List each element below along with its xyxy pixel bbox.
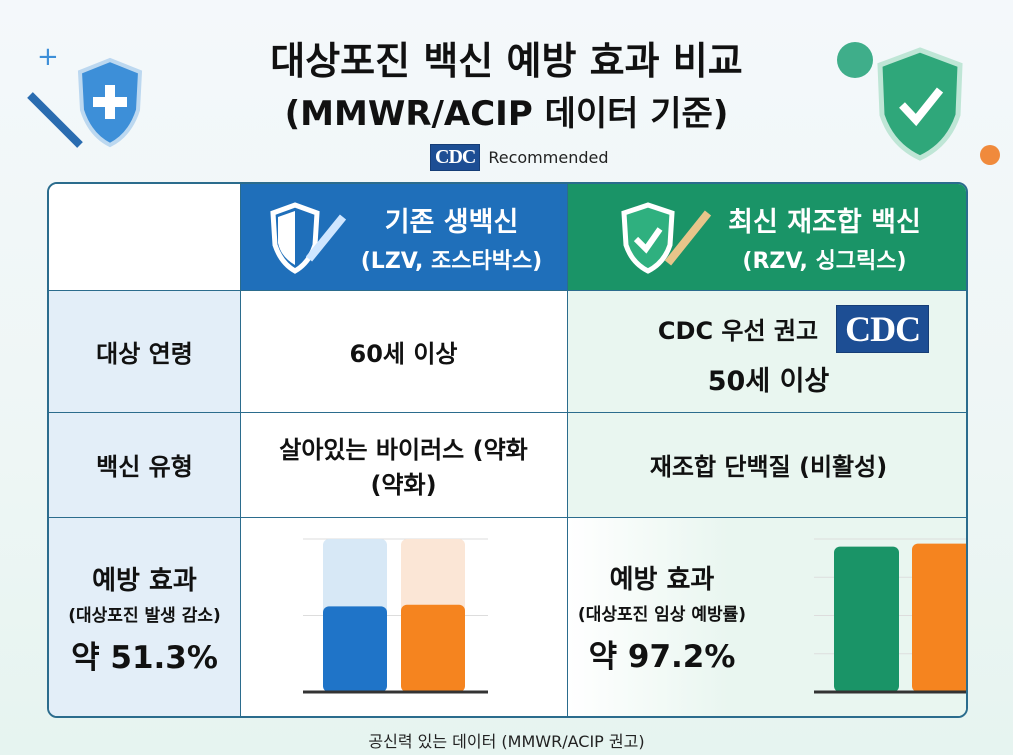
lzv-efficacy-value: 약 51.3%: [71, 640, 218, 676]
page-subtitle: (MMWR/ACIP 데이터 기준): [284, 94, 729, 134]
rzv-efficacy-label: 예방 효과: [609, 565, 715, 595]
efficacy-sublabel: (대상포진 발생 감소): [68, 606, 221, 626]
lzv-type-line2: (약화): [370, 470, 437, 499]
badge-text: Recommended: [488, 148, 609, 167]
rzv-age-value: 50세 이상: [707, 365, 830, 397]
divider: [49, 290, 966, 291]
rzv-age: CDC 우선 권고 CDC 50세 이상: [567, 290, 966, 412]
rzv-subtitle: (RZV, 싱그릭스): [742, 248, 907, 274]
header-rzv: 최신 재조합 백신 (RZV, 싱그릭스): [567, 184, 966, 290]
lzv-efficacy-chart-cell: [240, 517, 567, 716]
divider: [49, 412, 966, 413]
svg-text:+: +: [37, 42, 59, 72]
rzv-title: 최신 재조합 백신: [728, 206, 921, 238]
bar: [912, 543, 966, 692]
row-label-age: 대상 연령: [49, 290, 240, 412]
cdc-logo: CDC: [836, 304, 930, 353]
shield-check-syringe-icon: [621, 202, 712, 274]
footer-note: 공신력 있는 데이터 (MMWR/ACIP 권고): [368, 732, 645, 751]
lzv-type: 살아있는 바이러스 (약화 (약화): [240, 412, 567, 517]
divider: [49, 517, 966, 518]
lzv-type-line1: 살아있는 바이러스 (약화: [279, 435, 528, 464]
rzv-age-note: CDC 우선 권고: [657, 317, 819, 345]
shield-syringe-icon: [270, 202, 346, 274]
divider: [567, 184, 568, 716]
lzv-age: 60세 이상: [240, 290, 567, 412]
lzv-efficacy-chart: [303, 538, 488, 694]
empty-corner: [49, 184, 240, 290]
row-label-type: 백신 유형: [49, 412, 240, 517]
bar: [323, 606, 387, 692]
cdc-badge: CDC Recommended: [430, 144, 608, 171]
rzv-efficacy-chart: [814, 538, 966, 694]
shield-check-decor-icon: [837, 42, 1000, 165]
bar: [401, 604, 465, 692]
comparison-table: 기존 생백신 (LZV, 조스타박스) 최신 재조합 백신 (RZV, 싱그릭스) …: [47, 182, 968, 718]
header-lzv: 기존 생백신 (LZV, 조스타박스): [240, 184, 567, 290]
cdc-logo: CDC: [430, 144, 481, 171]
lzv-subtitle: (LZV, 조스타박스): [360, 248, 543, 274]
page-title: 대상포진 백신 예방 효과 비교: [270, 39, 743, 83]
row-label-efficacy: 예방 효과 (대상포진 발생 감소) 약 51.3%: [49, 517, 240, 716]
rzv-efficacy-sublabel: (대상포진 임상 예방률): [577, 605, 747, 625]
efficacy-label: 예방 효과: [92, 566, 197, 596]
divider: [240, 184, 241, 716]
bar: [834, 546, 899, 692]
rzv-efficacy-cell: 예방 효과 (대상포진 임상 예방률) 약 97.2%: [567, 517, 966, 716]
lzv-title: 기존 생백신: [384, 206, 519, 238]
shield-syringe-decor-icon: +: [27, 42, 143, 148]
rzv-efficacy-value: 약 97.2%: [588, 639, 736, 675]
rzv-type: 재조합 단백질 (비활성): [567, 412, 966, 517]
